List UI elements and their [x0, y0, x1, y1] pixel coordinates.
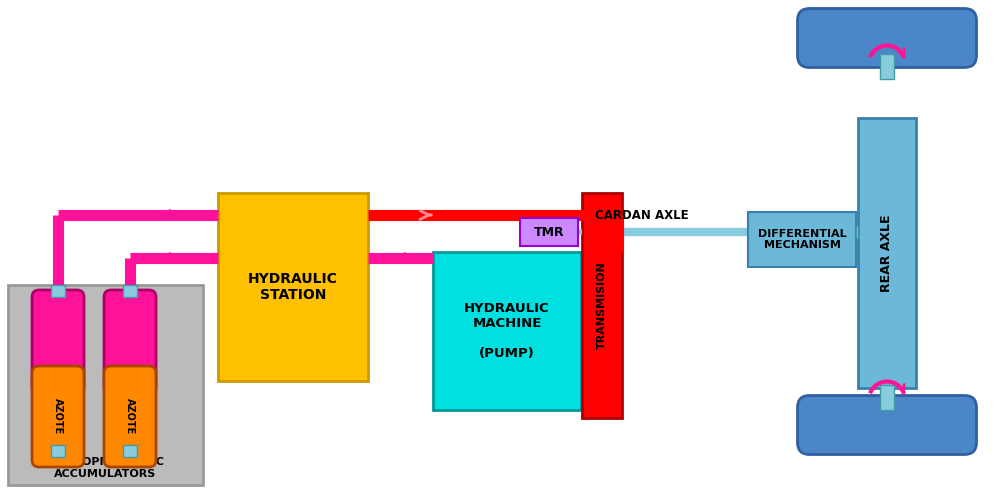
FancyBboxPatch shape: [798, 9, 977, 67]
Bar: [856, 226, 858, 238]
Text: DIFFERENTIAL
MECHANISM: DIFFERENTIAL MECHANISM: [758, 229, 847, 250]
Bar: [880, 384, 894, 409]
Bar: [433, 252, 581, 410]
Bar: [858, 118, 916, 388]
Text: AZOTE: AZOTE: [125, 398, 135, 435]
Bar: [748, 212, 856, 267]
Bar: [8, 285, 203, 485]
FancyBboxPatch shape: [104, 366, 156, 467]
Text: TMR: TMR: [534, 225, 564, 238]
Bar: [880, 53, 894, 78]
Text: CARDAN AXLE: CARDAN AXLE: [595, 209, 688, 222]
Bar: [582, 193, 622, 418]
Bar: [218, 193, 368, 381]
Text: REAR AXLE: REAR AXLE: [881, 214, 894, 292]
Text: TRANSMISION: TRANSMISION: [597, 262, 607, 350]
FancyBboxPatch shape: [798, 395, 977, 455]
Bar: [123, 445, 137, 457]
Text: AZOTE: AZOTE: [53, 398, 63, 435]
Text: HYDROPNEUMATIC
ACCUMULATORS: HYDROPNEUMATIC ACCUMULATORS: [47, 457, 164, 479]
Bar: [51, 285, 65, 297]
Bar: [123, 285, 137, 297]
FancyBboxPatch shape: [104, 290, 156, 395]
FancyBboxPatch shape: [32, 290, 84, 395]
Text: HYDRAULIC
MACHINE

(PUMP): HYDRAULIC MACHINE (PUMP): [464, 302, 550, 360]
FancyBboxPatch shape: [32, 366, 84, 467]
Text: HYDRAULIC
STATION: HYDRAULIC STATION: [248, 272, 338, 302]
Bar: [520, 218, 578, 246]
Bar: [51, 445, 65, 457]
